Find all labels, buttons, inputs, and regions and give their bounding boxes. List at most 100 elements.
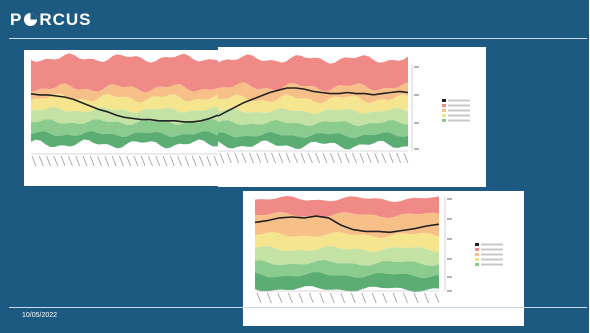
- legend-swatch: [442, 109, 446, 112]
- x-tick-mark: [307, 152, 313, 164]
- y-tick-mark: [447, 290, 452, 292]
- y-tick-mark: [447, 198, 452, 200]
- x-tick-mark: [315, 152, 321, 164]
- x-tick-mark: [424, 292, 429, 304]
- percentile-band: [255, 259, 439, 278]
- x-tick-mark: [366, 152, 372, 164]
- x-tick-mark: [340, 292, 346, 304]
- x-tick-mark: [213, 155, 218, 167]
- legend-swatch: [442, 114, 446, 117]
- legend-text-placeholder: [448, 104, 470, 107]
- y-tick-mark: [414, 66, 419, 68]
- x-tick-mark: [104, 155, 110, 167]
- chart-left-svg: [30, 53, 218, 167]
- y-tick-mark: [447, 218, 452, 220]
- x-tick-mark: [155, 155, 161, 167]
- chart-right-svg: [218, 54, 470, 164]
- legend-text-placeholder: [481, 263, 503, 266]
- chart-panel-small: [243, 191, 524, 326]
- x-tick-mark: [226, 152, 232, 164]
- chart-panel-left: [24, 50, 218, 186]
- current-series-line-left: [30, 93, 218, 123]
- header-divider: [9, 38, 587, 39]
- x-tick-mark: [111, 155, 117, 167]
- chart-small-svg: [254, 195, 503, 304]
- x-tick-mark: [263, 152, 269, 164]
- x-tick-mark: [396, 152, 402, 164]
- y-tick-mark: [414, 94, 419, 96]
- legend-swatch: [475, 258, 479, 261]
- logo-text: P RCUS: [10, 10, 92, 30]
- y-tick-mark: [414, 148, 419, 150]
- current-series-line-right: [218, 87, 409, 117]
- percentile-band: [31, 130, 218, 149]
- x-tick-mark: [53, 155, 59, 167]
- percentile-band: [218, 82, 408, 104]
- x-tick-mark: [271, 152, 276, 164]
- x-tick-mark: [97, 155, 102, 167]
- pie-chart-icon: [24, 12, 38, 27]
- y-tick-mark: [447, 238, 452, 240]
- x-tick-mark: [300, 152, 306, 164]
- x-tick-mark: [162, 155, 168, 167]
- legend-swatch: [475, 243, 479, 246]
- x-tick-mark: [337, 152, 343, 164]
- x-tick-mark: [374, 152, 379, 164]
- percentile-band: [31, 53, 218, 93]
- x-tick-mark: [434, 292, 440, 304]
- legend-text-placeholder: [448, 109, 470, 112]
- x-tick-mark: [392, 292, 398, 304]
- x-tick-mark: [330, 152, 335, 164]
- x-tick-mark: [298, 292, 304, 304]
- percentile-band: [218, 107, 408, 126]
- x-tick-mark: [322, 152, 328, 164]
- x-tick-mark: [133, 155, 139, 167]
- x-tick-mark: [82, 155, 88, 167]
- x-tick-mark: [89, 155, 95, 167]
- percentile-band: [255, 245, 439, 266]
- x-tick-mark: [359, 152, 365, 164]
- x-tick-mark: [352, 152, 357, 164]
- x-tick-mark: [169, 155, 175, 167]
- legend-text-placeholder: [448, 119, 470, 122]
- percentile-band: [218, 119, 408, 138]
- legend-text-placeholder: [481, 248, 503, 251]
- percentile-band: [255, 231, 439, 252]
- y-tick-mark: [447, 258, 452, 260]
- x-tick-mark: [350, 292, 356, 304]
- x-tick-mark: [285, 152, 291, 164]
- footer-divider: [9, 307, 587, 308]
- x-tick-mark: [249, 152, 254, 164]
- percentile-band: [31, 119, 218, 137]
- percentile-band: [218, 94, 408, 115]
- x-tick-mark: [371, 292, 377, 304]
- x-tick-mark: [118, 155, 124, 167]
- legend-text-placeholder: [481, 258, 503, 261]
- legend-swatch: [442, 99, 446, 102]
- y-tick-mark: [414, 122, 419, 124]
- x-tick-mark: [46, 155, 51, 167]
- percentile-band: [31, 83, 218, 103]
- x-tick-mark: [381, 152, 387, 164]
- legend-text-placeholder: [448, 99, 470, 102]
- x-tick-mark: [382, 292, 388, 304]
- x-tick-mark: [344, 152, 350, 164]
- x-tick-mark: [60, 155, 66, 167]
- x-tick-mark: [191, 155, 197, 167]
- percentile-band: [31, 93, 218, 113]
- legend-swatch: [475, 253, 479, 256]
- x-tick-mark: [388, 152, 394, 164]
- chart-panel-right: [218, 47, 486, 187]
- x-tick-mark: [31, 155, 37, 167]
- percentile-band: [218, 131, 408, 150]
- x-tick-mark: [319, 292, 325, 304]
- current-series-line-small: [254, 215, 440, 234]
- x-tick-mark: [308, 292, 314, 304]
- legend-text-placeholder: [448, 114, 470, 117]
- x-tick-mark: [184, 155, 190, 167]
- percentile-band: [255, 272, 439, 292]
- slide-date: 10/05/2022: [22, 312, 58, 319]
- x-tick-mark: [288, 292, 293, 304]
- legend-text-placeholder: [481, 253, 503, 256]
- legend-swatch: [475, 248, 479, 251]
